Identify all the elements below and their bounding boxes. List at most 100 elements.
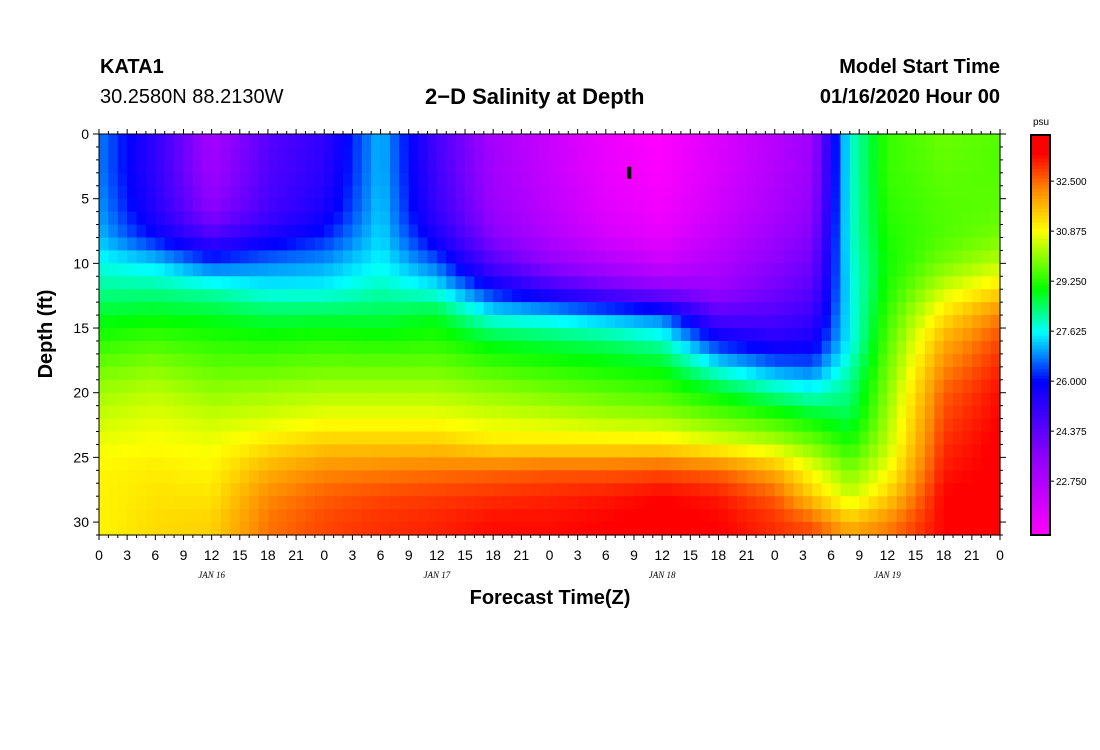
heatmap-cell (962, 302, 973, 316)
heatmap-cell (784, 185, 795, 200)
heatmap-cell (361, 224, 372, 239)
heatmap-cell (896, 146, 907, 161)
heatmap-cell (286, 457, 297, 471)
heatmap-cell (136, 289, 147, 303)
heatmap-cell (802, 134, 813, 148)
heatmap-cell (221, 366, 231, 381)
heatmap-cell (558, 263, 569, 277)
heatmap-cell (136, 172, 147, 187)
heatmap-cell (277, 328, 288, 342)
colorbar-segment (1031, 255, 1050, 259)
heatmap-cell (230, 315, 241, 329)
heatmap-cell (680, 405, 691, 420)
heatmap-cell (502, 302, 513, 316)
heatmap-cell (511, 457, 522, 471)
heatmap-cell (202, 379, 213, 394)
heatmap-cell (812, 185, 823, 200)
heatmap-cell (211, 250, 222, 264)
heatmap-cell (690, 483, 701, 497)
heatmap-cell (981, 353, 992, 368)
heatmap-cell (474, 302, 485, 316)
heatmap-cell (371, 172, 382, 187)
heatmap-cell (343, 315, 354, 329)
heatmap-cell (962, 315, 973, 329)
heatmap-cell (361, 366, 372, 381)
heatmap-cell (962, 172, 973, 187)
colorbar-segment (1031, 208, 1050, 213)
heatmap-cell (737, 418, 748, 433)
heatmap-cell (727, 496, 738, 510)
heatmap-cell (755, 159, 766, 174)
heatmap-cell (380, 211, 391, 226)
heatmap-cell (709, 263, 720, 277)
heatmap-cell (221, 392, 231, 407)
heatmap-cell (802, 237, 813, 252)
heatmap-cell (521, 172, 532, 187)
heatmap-cell (896, 522, 907, 536)
heatmap-cell (314, 328, 325, 342)
heatmap-cell (408, 328, 419, 342)
heatmap-cell (727, 159, 738, 174)
heatmap-cell (211, 198, 222, 213)
colorbar-segment (1031, 358, 1050, 363)
heatmap-cell (887, 134, 898, 148)
heatmap-cell (784, 224, 795, 239)
heatmap-cell (643, 522, 654, 536)
heatmap-cell (399, 159, 410, 174)
heatmap-cell (943, 146, 954, 161)
heatmap-cell (174, 353, 185, 368)
colorbar-segment (1031, 198, 1050, 203)
heatmap-cell (924, 392, 935, 407)
heatmap-cell (361, 483, 372, 497)
heatmap-cell (568, 172, 579, 187)
heatmap-cell (615, 198, 626, 213)
heatmap-cell (249, 172, 260, 187)
heatmap-cell (709, 405, 720, 420)
heatmap-cell (230, 392, 241, 407)
heatmap-cell (483, 134, 494, 148)
heatmap-cell (699, 263, 710, 277)
heatmap-cell (746, 379, 757, 394)
heatmap-cell (117, 211, 128, 226)
heatmap-cell (652, 134, 663, 148)
heatmap-cell (399, 237, 410, 252)
heatmap-cell (652, 211, 663, 226)
heatmap-cell (333, 302, 344, 316)
heatmap-cell (793, 509, 804, 523)
heatmap-cell (230, 237, 241, 252)
heatmap-cell (418, 198, 429, 213)
heatmap-cell (962, 470, 973, 484)
heatmap-cell (530, 302, 541, 316)
heatmap-cell (821, 366, 832, 381)
colorbar-segment (1031, 281, 1050, 286)
heatmap-cell (436, 353, 447, 368)
heatmap-cell (117, 470, 128, 484)
heatmap-cell (465, 457, 476, 471)
heatmap-cell (446, 379, 457, 394)
heatmap-cell (953, 366, 964, 381)
heatmap-cell (258, 340, 269, 355)
heatmap-cell (821, 289, 832, 303)
heatmap-cell (127, 302, 138, 316)
colorbar-unit: psu (1033, 117, 1049, 128)
heatmap-cell (915, 198, 926, 213)
colorbar-tick-label: 26.000 (1056, 377, 1087, 388)
heatmap-cell (99, 392, 109, 407)
heatmap-cell (849, 457, 860, 471)
heatmap-cell (849, 237, 860, 252)
heatmap-cell (596, 315, 607, 329)
heatmap-cell (699, 146, 710, 161)
heatmap-cell (436, 444, 447, 458)
heatmap-cell (371, 276, 382, 290)
heatmap-cell (239, 392, 250, 407)
heatmap-cell (446, 146, 457, 161)
heatmap-cell (155, 470, 166, 484)
heatmap-cell (549, 250, 560, 264)
chart-title: 2−D Salinity at Depth (425, 84, 645, 109)
heatmap-cell (633, 444, 644, 458)
heatmap-cell (868, 185, 879, 200)
heatmap-cell (540, 483, 551, 497)
heatmap-cell (924, 444, 935, 458)
heatmap-cell (483, 328, 494, 342)
heatmap-cell (183, 392, 194, 407)
